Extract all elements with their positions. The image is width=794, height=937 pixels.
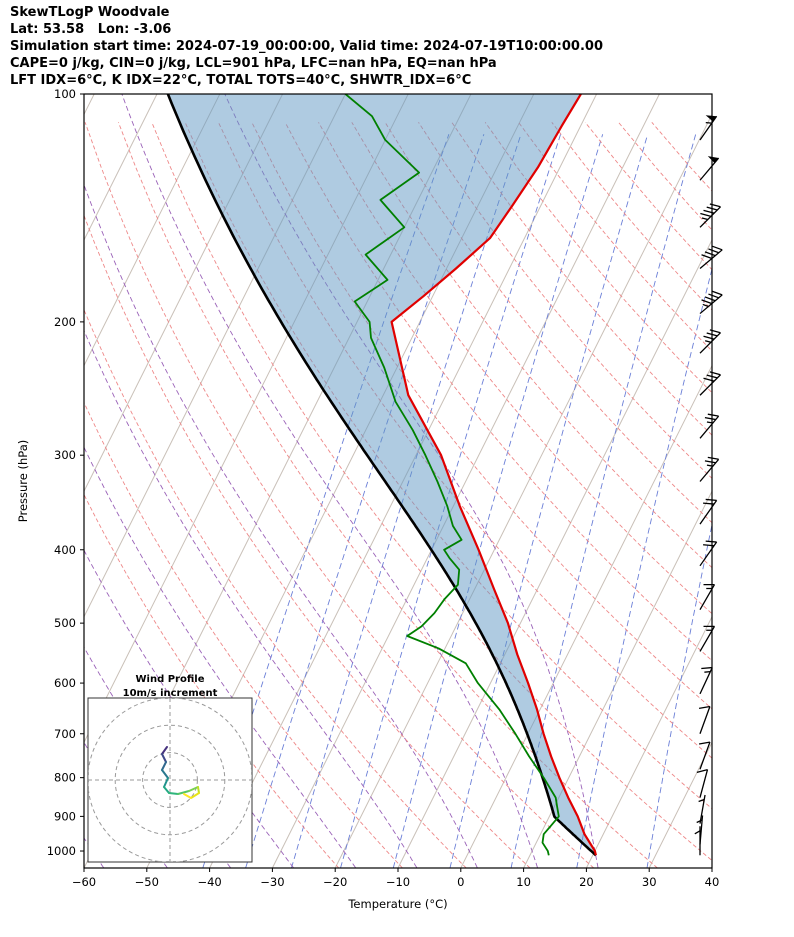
wind-barb — [696, 768, 709, 798]
dry-adiabat-line — [384, 122, 712, 524]
dry-adiabat-line — [618, 122, 712, 231]
dry-adiabat-line — [117, 122, 658, 868]
wind-barb — [699, 583, 716, 611]
dry-adiabat-line — [251, 122, 712, 710]
dry-adiabat-line — [551, 122, 712, 311]
pressure-axis-label: Pressure (hPa) — [16, 440, 30, 523]
dry-adiabat-line — [84, 122, 594, 868]
header-cape-cin-line: CAPE=0 j/kg, CIN=0 j/kg, LCL=901 hPa, LF… — [10, 56, 497, 71]
moist-adiabat-line — [84, 183, 478, 868]
temperature-tick-label: −60 — [72, 875, 96, 889]
dry-adiabat-line — [84, 308, 467, 868]
dry-adiabat-line — [484, 122, 712, 394]
mixing-ratio-line — [202, 134, 450, 868]
pressure-tick-label: 700 — [54, 727, 76, 741]
hodograph-inset — [87, 697, 253, 863]
temperature-axis-label: Temperature (°C) — [347, 897, 447, 911]
temperature-tick-label: 0 — [457, 875, 464, 889]
wind-barb — [699, 413, 720, 439]
wind-barb — [699, 666, 713, 695]
dry-adiabat-line — [318, 122, 712, 615]
moist-adiabat-line — [121, 94, 538, 868]
pressure-tick-label: 100 — [54, 87, 76, 101]
moist-adiabat-line — [84, 549, 294, 868]
mixing-ratio-line — [576, 267, 712, 868]
mixing-ratio-line — [721, 134, 794, 868]
header-title: SkewTLogP Woodvale — [10, 5, 170, 20]
temperature-tick-label: −20 — [323, 875, 347, 889]
wind-barb — [699, 329, 721, 354]
mixing-ratio-line — [290, 134, 522, 868]
wind-barb — [699, 498, 718, 525]
temperature-tick-label: −10 — [386, 875, 410, 889]
hodograph-speed-ring — [114, 724, 226, 836]
mixing-ratio-lines — [202, 134, 794, 868]
mixing-ratio-line — [449, 134, 649, 868]
wind-barb — [699, 456, 720, 482]
dry-adiabat-line — [651, 122, 712, 192]
dry-adiabat-line — [84, 493, 340, 868]
wind-barb — [699, 371, 721, 396]
temperature-tick-label: −50 — [135, 875, 159, 889]
mixing-ratio-line — [392, 134, 604, 868]
moist-adiabat-line — [84, 329, 418, 868]
dry-adiabat-line — [518, 122, 712, 352]
dry-adiabat-line — [84, 401, 403, 868]
sounding-profiles — [166, 94, 597, 857]
mixing-ratio-line — [510, 134, 697, 868]
hodograph-title: Wind Profile — [136, 674, 205, 685]
hodograph-subtitle: 10m/s increment — [123, 688, 218, 699]
temperature-tick-label: −30 — [260, 875, 284, 889]
wind-barb — [699, 540, 718, 567]
moist-adiabat-line — [84, 446, 356, 868]
wind-barb — [699, 245, 723, 269]
temperature-tick-label: 30 — [642, 875, 657, 889]
mixing-ratio-line — [340, 134, 562, 868]
temperature-tick-label: −40 — [197, 875, 221, 889]
pressure-tick-label: 1000 — [47, 844, 76, 858]
dry-adiabat-line — [451, 122, 712, 436]
pressure-tick-label: 800 — [54, 771, 76, 785]
wind-barb — [698, 705, 711, 734]
pressure-tick-label: 200 — [54, 315, 76, 329]
mixing-ratio-line — [646, 522, 712, 868]
temperature-curve — [390, 94, 597, 856]
temperature-tick-label: 40 — [705, 875, 720, 889]
header-times: Simulation start time: 2024-07-19_00:00:… — [10, 39, 603, 54]
dewpoint-curve — [344, 94, 560, 856]
hodograph-speed-ring — [142, 752, 198, 808]
pressure-tick-label: 500 — [54, 616, 76, 630]
wind-barb-column — [694, 115, 723, 856]
header-indices-line: LFT IDX=6°C, K IDX=22°C, TOTAL TOTS=40°C… — [10, 73, 471, 88]
pressure-tick-label: 900 — [54, 809, 76, 823]
pressure-tick-label: 400 — [54, 543, 76, 557]
wind-barb — [694, 826, 701, 856]
wind-barb — [699, 115, 718, 141]
wind-barb — [699, 625, 716, 652]
hodograph-rings — [88, 698, 252, 862]
dry-adiabat-line — [84, 214, 531, 868]
dry-adiabat-line — [584, 122, 712, 271]
wind-barb — [698, 741, 711, 770]
parcel-ascent-curve — [166, 94, 597, 857]
hodograph-wind-trace — [161, 746, 200, 799]
pressure-tick-label: 600 — [54, 676, 76, 690]
pressure-tick-label: 300 — [54, 448, 76, 462]
wind-barb — [699, 290, 723, 315]
temperature-tick-label: 10 — [516, 875, 531, 889]
temperature-tick-label: 20 — [579, 875, 594, 889]
wind-barb — [699, 203, 721, 228]
header-coordinates: Lat: 53.58 Lon: -3.06 — [10, 22, 171, 37]
wind-barb — [699, 156, 720, 181]
wind-barb — [698, 794, 706, 824]
